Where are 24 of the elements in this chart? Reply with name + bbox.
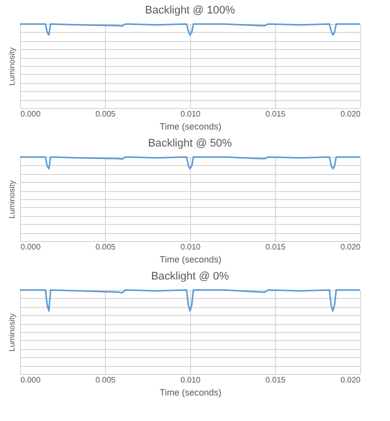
x-tick-label: 0.000 xyxy=(20,110,42,118)
x-axis-title: Time (seconds) xyxy=(160,254,222,264)
x-tick-label: 0.015 xyxy=(265,376,286,384)
x-tick-label: 0.020 xyxy=(340,376,362,384)
x-tick-label: 0.015 xyxy=(265,242,286,252)
x-tick-label: 0.000 xyxy=(20,242,42,252)
chart-title: Backlight @ 100% xyxy=(144,4,236,16)
x-tick-label: 0.005 xyxy=(95,110,116,118)
x-tick-label: 0.005 xyxy=(95,242,116,252)
x-axis-title: Time (seconds) xyxy=(160,388,222,398)
x-tick-label: 0.010 xyxy=(180,110,202,118)
x-tick-label: 0.000 xyxy=(20,376,42,384)
x-tick-label: 0.020 xyxy=(340,242,362,252)
x-tick-label: 0.020 xyxy=(340,110,362,118)
chart-title: Backlight @ 50% xyxy=(148,137,232,150)
x-axis-title: Time (seconds) xyxy=(160,122,222,132)
x-tick-label: 0.010 xyxy=(180,242,202,252)
chart-title: Backlight @ 0% xyxy=(151,270,230,282)
y-axis-title: Luminosity xyxy=(8,47,16,86)
y-axis-title: Luminosity xyxy=(8,313,16,352)
y-axis-title: Luminosity xyxy=(8,180,16,219)
x-tick-label: 0.010 xyxy=(180,376,202,384)
x-tick-label: 0.005 xyxy=(95,376,116,384)
x-tick-label: 0.015 xyxy=(265,110,286,118)
